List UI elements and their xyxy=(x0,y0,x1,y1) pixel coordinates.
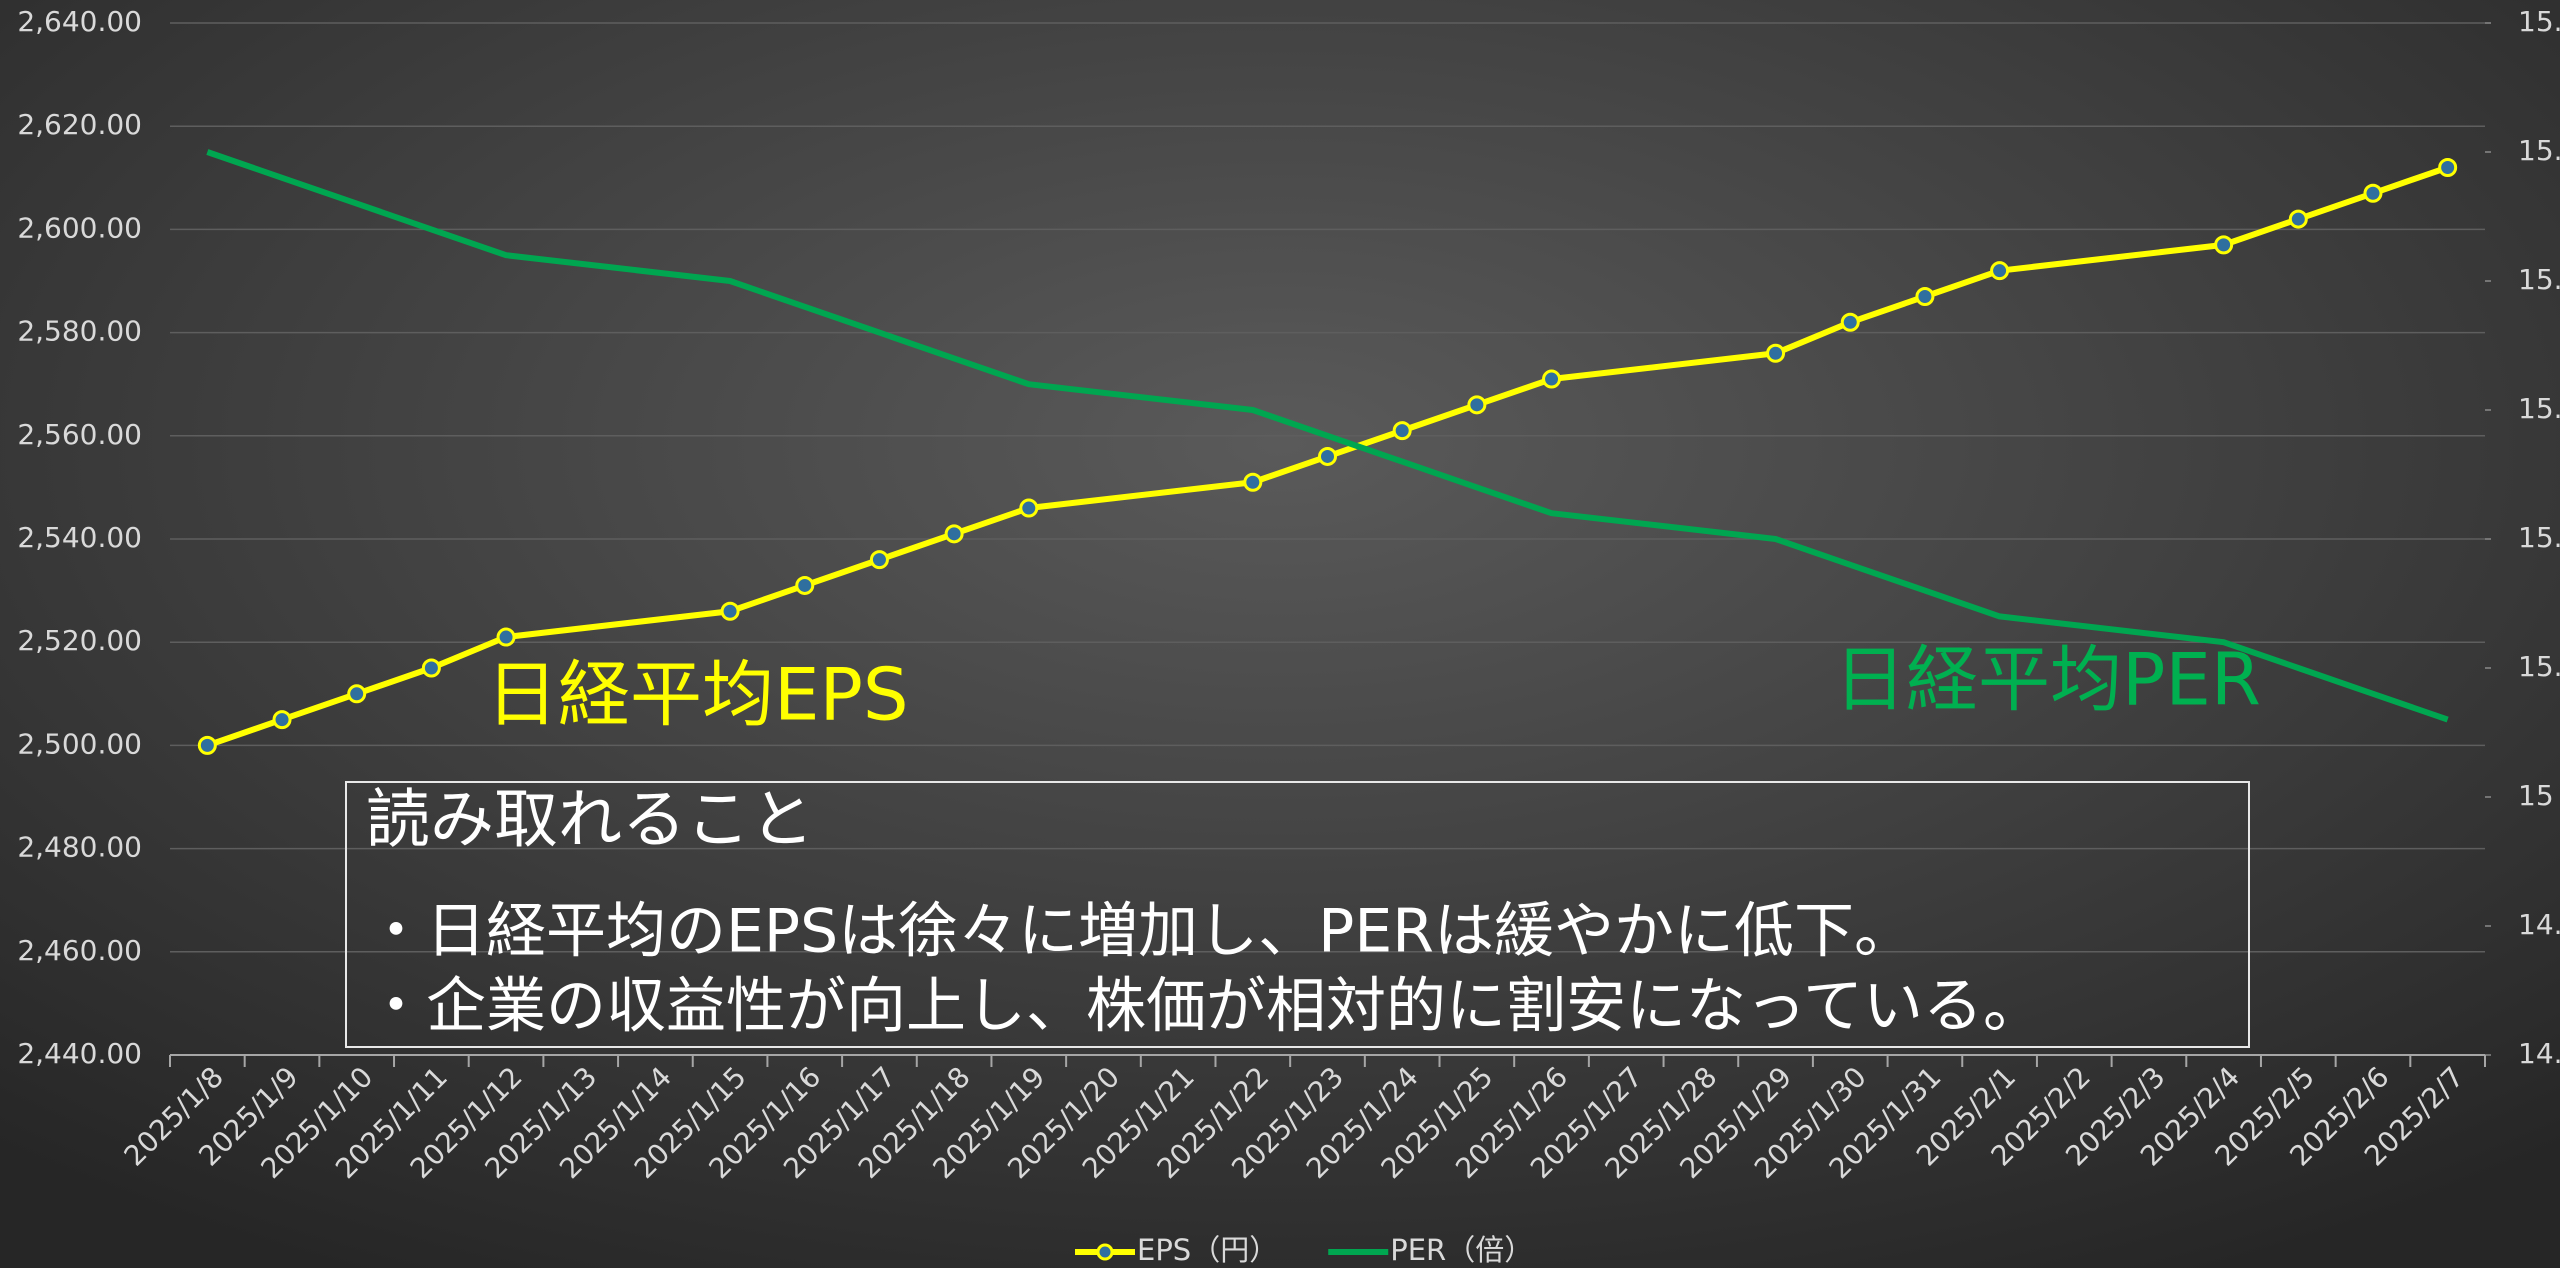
plot xyxy=(197,149,2458,755)
legend-marker xyxy=(1096,1243,1114,1261)
y2-tick-label: 15. xyxy=(2518,392,2560,425)
y2-tick-label: 14. xyxy=(2518,1037,2560,1070)
y2-tick-label: 15. xyxy=(2518,134,2560,167)
point xyxy=(1840,312,1860,332)
point xyxy=(1542,369,1562,389)
y2-tick-label: 15. xyxy=(2518,5,2560,38)
point xyxy=(421,658,441,678)
note-line: ・企業の収益性が向上し、株価が相対的に割安になっている。 xyxy=(366,972,2043,1042)
y2-tick-label: 15 xyxy=(2518,779,2554,812)
y2-tick-label: 15. xyxy=(2518,263,2560,296)
y-tick-label: 2,520.00 xyxy=(17,624,142,657)
legend-label: PER（倍） xyxy=(1390,1233,1533,1267)
point xyxy=(1019,498,1039,518)
point xyxy=(869,550,889,570)
point xyxy=(2214,235,2234,255)
point xyxy=(1915,286,1935,306)
annotation: 日経平均EPS xyxy=(486,653,909,737)
point xyxy=(1243,472,1263,492)
note-line: ・日経平均のEPSは徐々に増加し、PERは緩やかに低下。 xyxy=(366,897,1914,967)
y-tick-label: 2,460.00 xyxy=(17,934,142,967)
series-line xyxy=(206,149,2449,723)
y-tick-label: 2,480.00 xyxy=(17,831,142,864)
note-title: 読み取れること xyxy=(366,784,814,858)
point xyxy=(347,684,367,704)
annotation: 日経平均PER xyxy=(1834,638,2261,722)
y2-tick-label: 15. xyxy=(2518,650,2560,683)
point xyxy=(1318,446,1337,466)
y-tick-label: 2,440.00 xyxy=(17,1037,142,1070)
y-tick-label: 2,640.00 xyxy=(17,5,142,38)
y2-tick-label: 14. xyxy=(2518,908,2560,941)
y-tick-label: 2,620.00 xyxy=(17,108,142,141)
point xyxy=(496,627,516,647)
point xyxy=(2288,209,2308,229)
y2-tick-label: 15. xyxy=(2518,521,2560,554)
point xyxy=(795,575,815,595)
y-tick-label: 2,560.00 xyxy=(17,418,142,451)
point xyxy=(2363,183,2383,203)
point xyxy=(272,710,292,730)
note-box xyxy=(345,781,2250,1048)
y-tick-label: 2,540.00 xyxy=(17,521,142,554)
point xyxy=(1467,395,1487,415)
y-tick-label: 2,580.00 xyxy=(17,315,142,348)
point xyxy=(720,601,740,621)
point xyxy=(2438,157,2458,177)
y-tick-label: 2,600.00 xyxy=(17,211,142,244)
legend-label: EPS（円） xyxy=(1137,1233,1278,1267)
point xyxy=(944,524,964,544)
point xyxy=(1392,421,1412,441)
y-tick-label: 2,500.00 xyxy=(17,727,142,760)
point xyxy=(1766,343,1786,363)
point xyxy=(1990,261,2010,281)
point xyxy=(197,735,217,755)
